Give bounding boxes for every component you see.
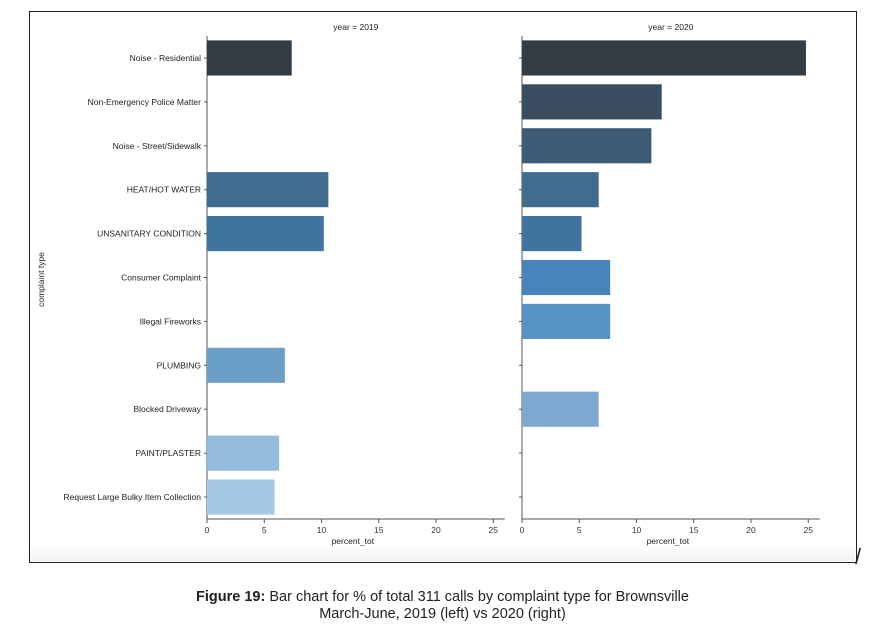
category-label-11: Request Large Bulky Item Collection [64,492,202,502]
bar-1-8 [207,347,285,383]
bar-2-4 [522,172,599,208]
caption-text: Bar chart for % of total 311 calls by co… [265,589,689,605]
category-label-9: Blocked Driveway [133,404,201,414]
x-axis-title-1: percent_tot [332,536,375,546]
bar-2-5 [522,216,582,252]
x-tick-label-2-5: 5 [577,525,582,535]
category-label-1: Noise - Residential [130,53,201,63]
category-label-3: Noise - Street/Sidewalk [113,141,202,151]
bar-1-1 [207,40,292,76]
x-tick-label-1-25: 25 [489,525,499,535]
facet-title-1: year = 2019 [333,22,378,32]
category-label-4: HEAT/HOT WATER [127,185,201,195]
frame-bottom-fade [31,543,855,561]
category-label-6: Consumer Complaint [121,273,201,283]
category-label-5: UNSANITARY CONDITION [97,229,201,239]
chart-svg: year = 2019 Noise - Residential Non-Emerge… [36,22,820,546]
bar-2-2 [522,84,662,120]
bar-2-9 [522,391,599,427]
facet-title-2: year = 2020 [648,22,693,32]
figure-caption: Figure 19: Bar chart for % of total 311 … [0,589,885,623]
x-tick-label-1-15: 15 [374,525,384,535]
category-label-8: PLUMBING [157,360,201,370]
bar-2-1 [522,40,806,76]
category-label-10: PAINT/PLASTER [136,448,202,458]
category-label-2: Non-Emergency Police Matter [88,97,202,107]
bar-1-5 [207,216,324,252]
y-axis-title: complaint type [36,252,46,307]
bar-2-7 [522,303,611,339]
bar-1-10 [207,435,280,471]
x-tick-label-2-25: 25 [804,525,814,535]
caption-label: Figure 19: [196,589,266,605]
x-tick-label-2-10: 10 [632,525,642,535]
x-tick-label-2-15: 15 [689,525,699,535]
bar-1-11 [207,479,275,515]
x-tick-label-1-5: 5 [262,525,267,535]
x-tick-label-2-0: 0 [520,525,525,535]
chart-frame: year = 2019 Noise - Residential Non-Emerge… [29,11,857,563]
caption-line-1: Figure 19: Bar chart for % of total 311 … [0,589,885,606]
x-axis-title-2: percent_tot [647,536,690,546]
bar-2-6 [522,259,611,296]
caption-line-2: March-June, 2019 (left) vs 2020 (right) [319,606,566,622]
stray-slash-mark: / [855,544,862,569]
bar-1-4 [207,172,329,208]
x-tick-label-1-10: 10 [317,525,327,535]
category-label-7: Illegal Fireworks [140,316,201,326]
x-tick-label-1-20: 20 [431,525,441,535]
x-tick-label-1-0: 0 [205,525,210,535]
x-tick-label-2-20: 20 [746,525,756,535]
bar-2-3 [522,128,652,164]
